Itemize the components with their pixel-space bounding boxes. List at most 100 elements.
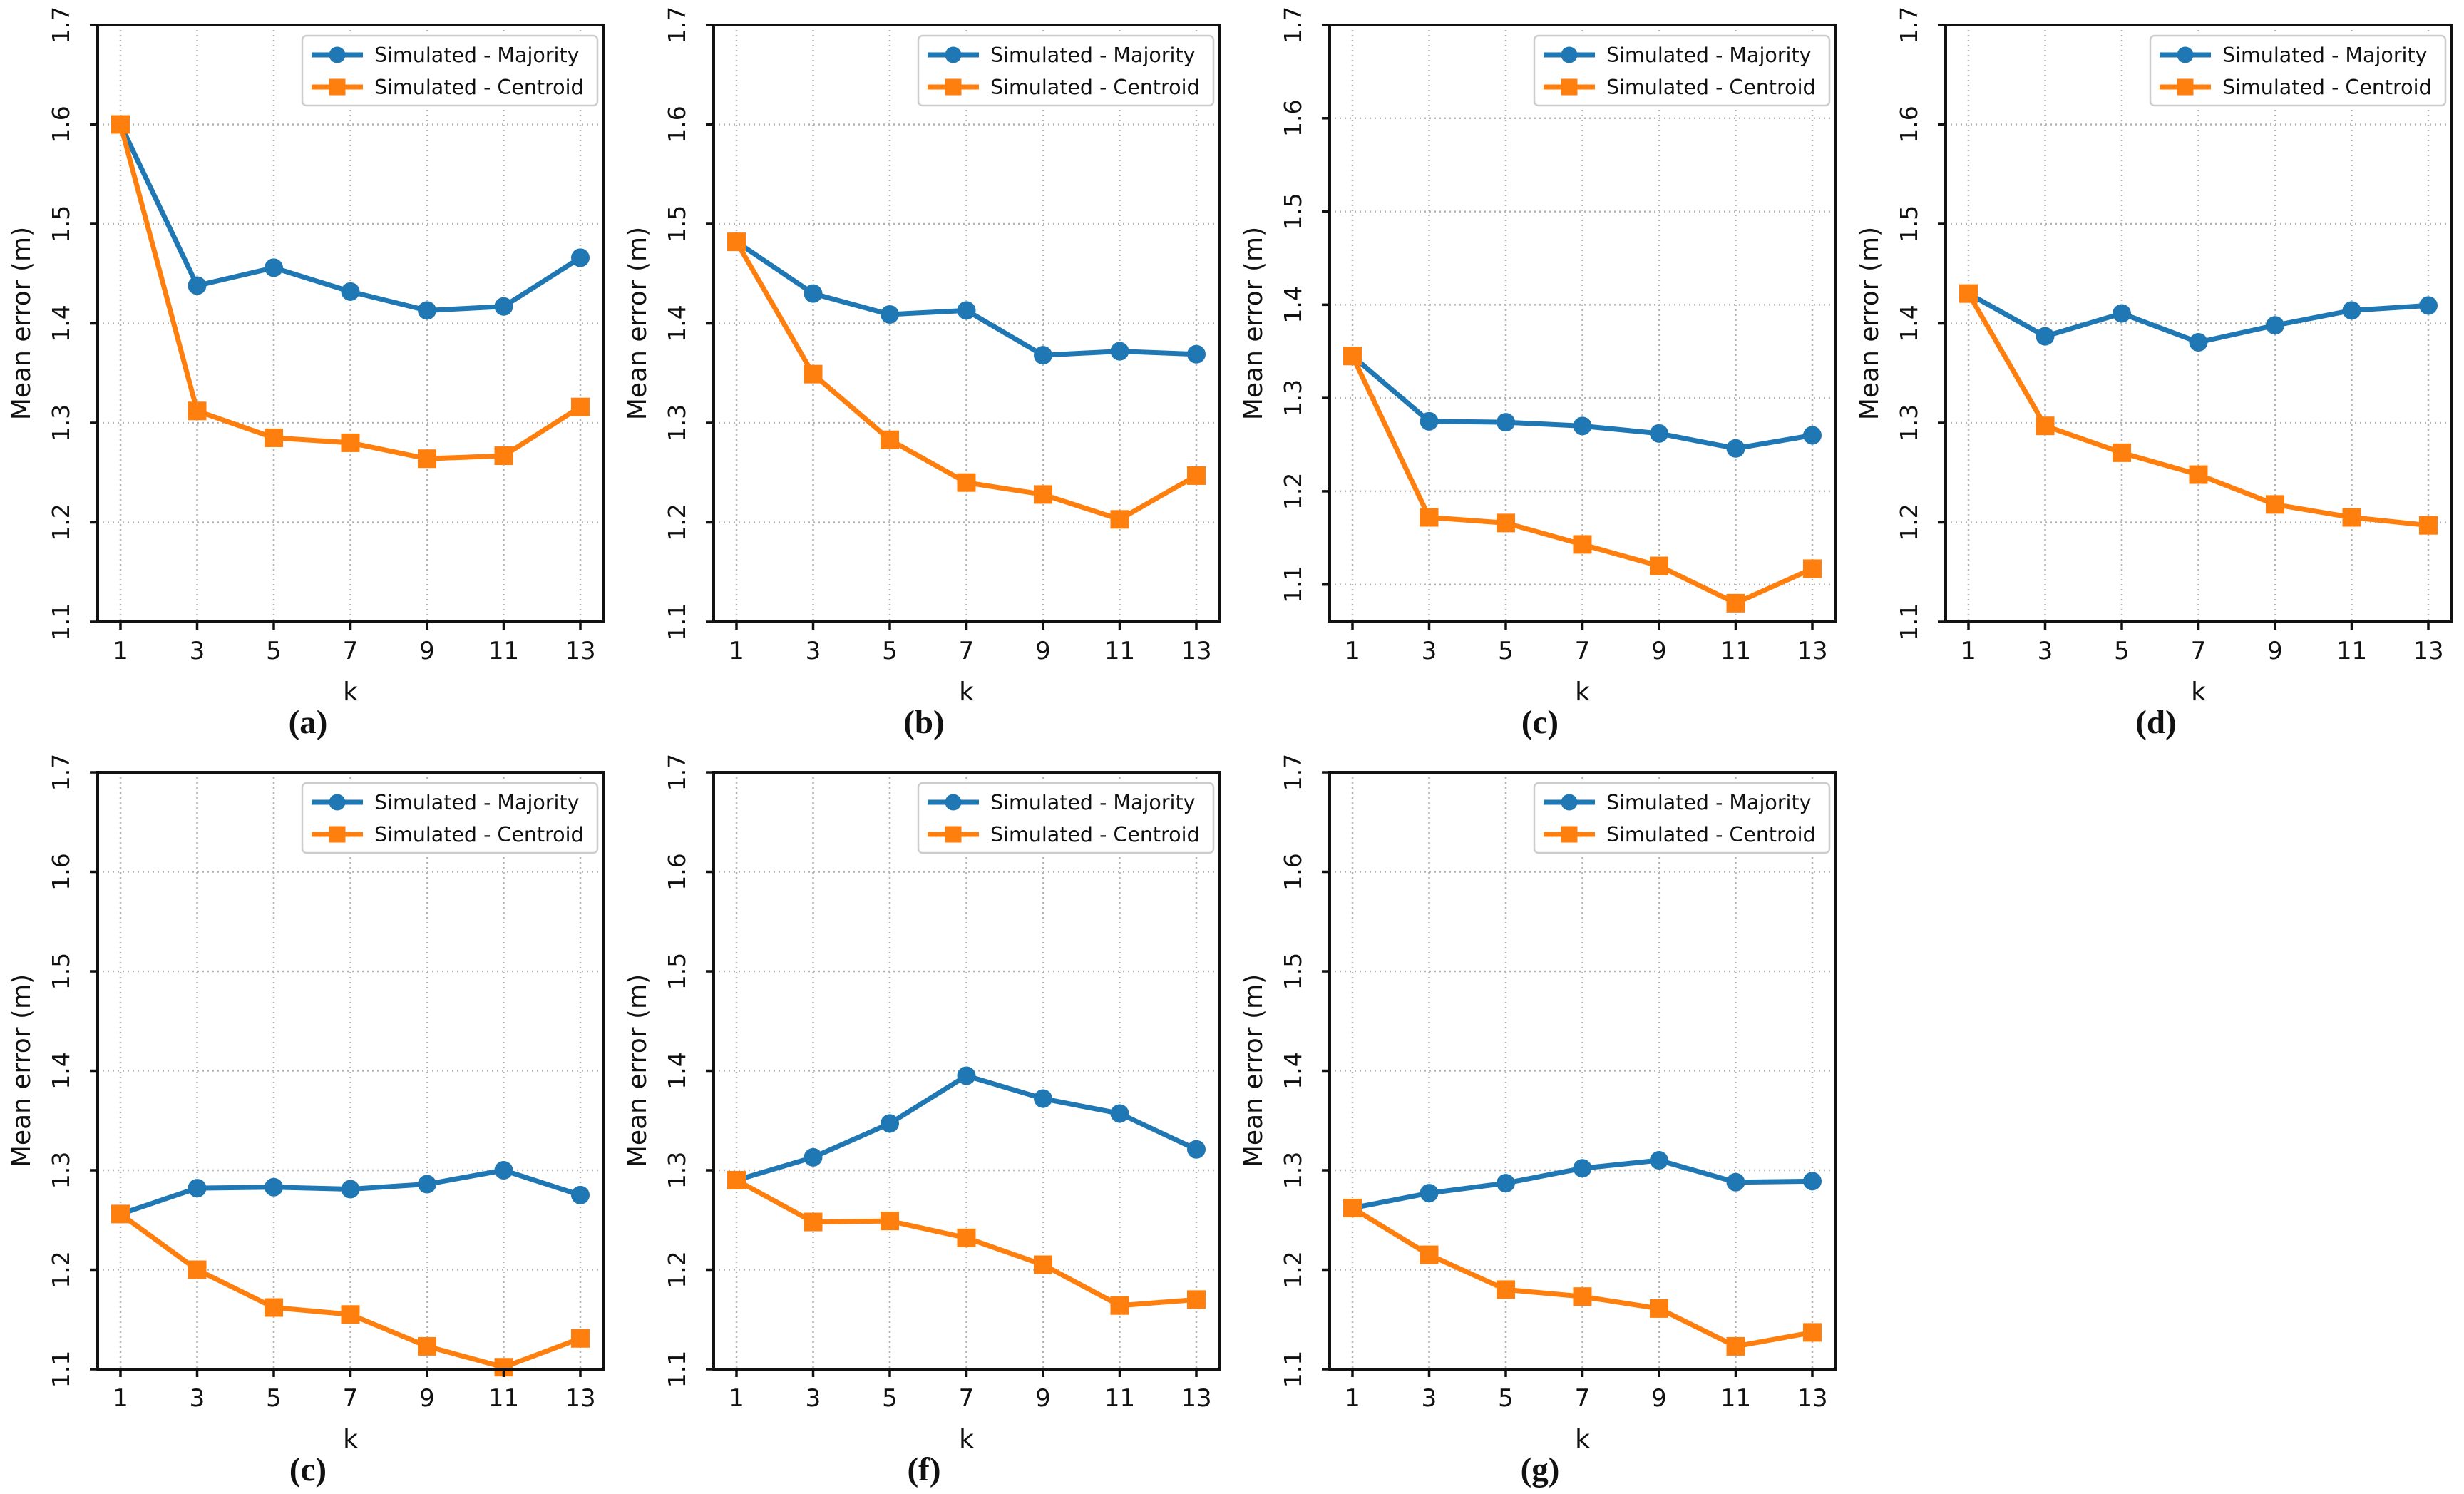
y-tick-label: 1.5	[1279, 193, 1307, 230]
y-tick-label: 1.6	[663, 853, 691, 890]
series-simulated-centroid	[111, 1204, 590, 1377]
y-tick-label: 1.5	[47, 205, 75, 242]
x-axis-label: k	[1575, 677, 1590, 707]
legend-entry: Simulated - Centroid	[1544, 76, 1816, 99]
subplot-f: 1 3 5 7 9 11 13 1.1 1.2 1.3 1.4 1.5 1.6 1.7 k Mean erro…	[616, 747, 1232, 1494]
square-marker	[1343, 1199, 1362, 1218]
x-tick-label: 9	[2267, 637, 2283, 665]
square-marker	[1803, 1323, 1822, 1342]
y-tick-label: 1.1	[663, 1351, 691, 1388]
y-tick-label: 1.7	[1279, 6, 1307, 44]
x-tick-label: 9	[1651, 637, 1667, 665]
y-tick-label: 1.2	[47, 1251, 75, 1288]
square-marker	[1034, 485, 1052, 504]
y-axis-label: Mean error (m)	[1239, 227, 1268, 420]
series-simulated-majority	[1343, 1151, 1822, 1218]
axis-ticks	[706, 771, 1198, 1377]
x-tick-label: 7	[343, 637, 359, 665]
x-tick-label: 11	[1720, 1384, 1751, 1413]
square-marker	[804, 364, 823, 384]
y-tick-label: 1.2	[1895, 503, 1923, 541]
x-tick-label: 9	[1035, 637, 1051, 665]
x-tick-labels: 1 3 5 7 9 11 13	[113, 637, 595, 665]
axis-ticks	[706, 24, 1198, 630]
series-simulated-majority	[1343, 347, 1822, 458]
square-marker	[265, 1298, 283, 1317]
circle-marker	[1726, 1172, 1745, 1192]
x-tick-label: 13	[1797, 637, 1827, 665]
x-tick-labels: 1 3 5 7 9 11 13	[729, 637, 1211, 665]
x-tick-labels: 1 3 5 7 9 11 13	[1345, 1384, 1827, 1413]
subplot-d: 1 3 5 7 9 11 13 1.1 1.2 1.3 1.4 1.5 1.6 1.7 k Mean erro…	[1848, 0, 2464, 747]
circle-marker	[1497, 413, 1515, 432]
circle-marker	[804, 1147, 823, 1167]
legend-box	[301, 34, 599, 107]
square-marker	[1110, 510, 1129, 529]
square-marker	[188, 401, 207, 421]
circle-marker	[881, 305, 899, 324]
square-marker	[1803, 559, 1822, 578]
y-tick-label: 1.2	[47, 503, 75, 541]
y-tick-label: 1.5	[663, 205, 691, 242]
circle-marker	[1034, 346, 1052, 365]
subplot-caption: (c)	[1521, 704, 1559, 741]
gridlines	[1330, 771, 1835, 1371]
legend-label: Simulated - Majority	[374, 791, 580, 814]
y-tick-label: 1.3	[1895, 404, 1923, 441]
legend-label: Simulated - Centroid	[990, 76, 1200, 99]
circle-marker	[341, 1180, 360, 1199]
legend: Simulated - Majority Simulated - Centroid	[1533, 782, 1831, 854]
x-axis-label: k	[343, 677, 358, 707]
series-simulated-majority	[727, 232, 1206, 365]
square-marker	[1650, 1299, 1668, 1318]
series-simulated-centroid	[111, 115, 590, 469]
circle-marker	[1561, 46, 1578, 63]
square-marker	[418, 1336, 436, 1356]
y-tick-label: 1.5	[47, 953, 75, 990]
square-marker	[111, 1204, 130, 1224]
x-tick-label: 3	[806, 637, 821, 665]
circle-marker	[1803, 1172, 1822, 1191]
y-tick-label: 1.6	[47, 853, 75, 890]
square-marker	[1034, 1255, 1052, 1274]
legend-box	[1533, 782, 1831, 854]
y-tick-label: 1.2	[1279, 1251, 1307, 1288]
legend-label: Simulated - Centroid	[374, 823, 584, 846]
square-marker	[329, 78, 346, 96]
x-tick-label: 1	[113, 1384, 128, 1413]
subplot-caption: (a)	[288, 704, 328, 741]
square-marker	[188, 1260, 207, 1279]
x-tick-label: 13	[565, 1384, 595, 1413]
plot-border	[1328, 24, 1837, 623]
legend-label: Simulated - Majority	[1606, 791, 1812, 814]
y-tick-label: 1.5	[663, 953, 691, 990]
legend-box	[301, 782, 599, 854]
circle-marker	[1187, 344, 1206, 364]
circle-marker	[571, 1185, 590, 1204]
x-tick-label: 5	[882, 1384, 898, 1413]
series-simulated-majority	[727, 1066, 1206, 1189]
legend-entry: Simulated - Centroid	[928, 76, 1200, 99]
y-tick-label: 1.1	[1279, 566, 1307, 603]
y-axis-label: Mean error (m)	[7, 974, 36, 1167]
square-marker	[1650, 556, 1668, 575]
square-marker	[1726, 593, 1745, 613]
circle-marker	[2419, 296, 2438, 315]
square-marker	[957, 473, 976, 492]
y-tick-label: 1.3	[47, 404, 75, 441]
circle-marker	[1650, 1151, 1668, 1170]
square-marker	[341, 433, 360, 452]
y-tick-label: 1.2	[1279, 473, 1307, 510]
x-axis-label: k	[959, 1425, 974, 1454]
y-tick-label: 1.3	[1279, 379, 1307, 416]
square-marker	[2113, 443, 2131, 462]
axis-ticks	[1322, 771, 1814, 1377]
x-tick-label: 5	[882, 637, 898, 665]
y-tick-label: 1.3	[47, 1152, 75, 1189]
legend-label: Simulated - Majority	[990, 44, 1196, 67]
square-marker	[1187, 1290, 1206, 1309]
legend-box	[2149, 34, 2447, 107]
